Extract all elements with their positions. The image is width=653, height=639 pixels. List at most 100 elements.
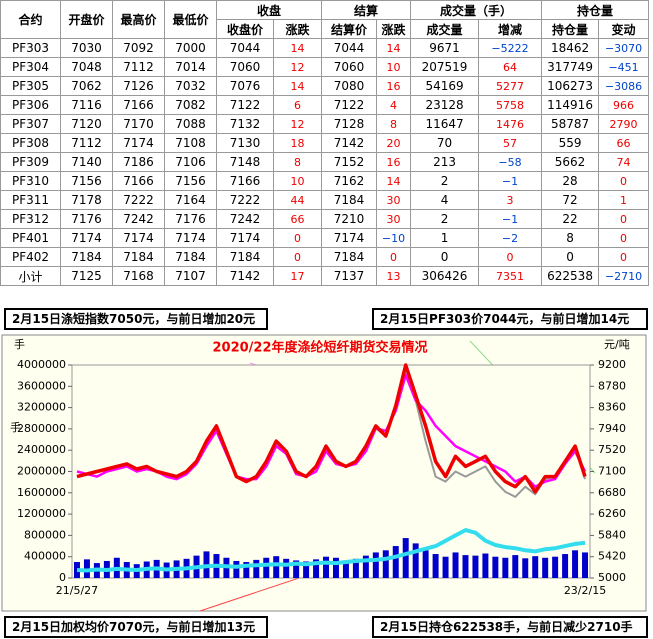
table-cell: −10 <box>376 228 412 248</box>
table-cell: 7122 <box>216 95 274 115</box>
table-cell: 7162 <box>321 171 378 191</box>
y-tick-label: 1600000 <box>17 486 66 499</box>
table-cell: 7032 <box>164 76 217 96</box>
bar <box>542 557 549 578</box>
table-cell: 4 <box>376 95 412 115</box>
table-cell: −5222 <box>478 38 543 58</box>
table-cell: 7107 <box>164 266 217 286</box>
table-cell: 收盘 <box>215 0 323 20</box>
table-cell: 13 <box>376 266 412 286</box>
table-cell: 7184 <box>216 247 274 267</box>
bar <box>392 546 399 578</box>
table-cell: PF307 <box>0 114 61 134</box>
y2-tick-label: 8780 <box>598 379 626 392</box>
bar <box>233 560 240 578</box>
y-tick-label: 3600000 <box>17 379 66 392</box>
table-cell: PF306 <box>0 95 61 115</box>
table-cell: 7092 <box>112 38 165 58</box>
bar <box>582 552 589 578</box>
table-cell: 7112 <box>112 57 165 77</box>
table-cell: 4 <box>410 190 480 210</box>
note: 2月15日加权均价7070元，与前日增加13元 <box>4 616 268 638</box>
table-cell: 207519 <box>410 57 480 77</box>
table-cell: 7112 <box>60 133 113 153</box>
table-cell: 66 <box>272 209 323 229</box>
table-cell: 70 <box>410 133 480 153</box>
table-cell: 7014 <box>164 57 217 77</box>
table-cell: 7174 <box>164 228 217 248</box>
table-cell: 7242 <box>112 209 165 229</box>
table-cell: PF311 <box>0 190 61 210</box>
y2-tick-label: 7100 <box>598 465 626 478</box>
table-cell: 变动 <box>598 19 650 39</box>
table-cell: 7166 <box>112 95 165 115</box>
table-cell: PF312 <box>0 209 61 229</box>
table-cell: PF304 <box>0 57 61 77</box>
bar <box>313 559 320 578</box>
table-cell: 0 <box>272 247 323 267</box>
table-cell: 74 <box>598 152 650 172</box>
y2-tick-label: 9200 <box>598 358 626 371</box>
table-cell: 涨跌 <box>272 19 323 39</box>
table-cell: 9671 <box>410 38 480 58</box>
table-cell: 7170 <box>112 114 165 134</box>
table-cell: 7222 <box>216 190 274 210</box>
table-cell: 收盘价 <box>216 19 274 39</box>
bar <box>462 555 469 578</box>
table-cell: −2 <box>478 228 543 248</box>
table-cell: 合约 <box>0 0 61 39</box>
table-cell: 317749 <box>541 57 600 77</box>
table-cell: 7184 <box>60 247 113 267</box>
table-cell: 7164 <box>164 190 217 210</box>
table-cell: 持仓量 <box>541 19 600 39</box>
table-cell: 7080 <box>321 76 378 96</box>
table-cell: 3 <box>478 190 543 210</box>
table-cell: 7122 <box>321 95 378 115</box>
bar <box>532 556 539 578</box>
x-tick-label: 21/5/27 <box>56 584 98 597</box>
table-cell: 23128 <box>410 95 480 115</box>
table-cell: 18 <box>272 133 323 153</box>
bar <box>552 556 559 578</box>
table-cell: 7174 <box>60 228 113 248</box>
table-cell: 114916 <box>541 95 600 115</box>
table-cell: 涨跌 <box>376 19 412 39</box>
table-cell: 2 <box>410 209 480 229</box>
table-cell: 最低价 <box>164 0 217 39</box>
table-cell: 7156 <box>164 171 217 191</box>
table-cell: 106273 <box>541 76 600 96</box>
table-cell: 14 <box>376 171 412 191</box>
y2-tick-label: 7940 <box>598 422 626 435</box>
bar <box>512 555 519 578</box>
line <box>76 528 586 573</box>
y2-tick-label: 6680 <box>598 486 626 499</box>
bar <box>452 552 459 578</box>
table-cell: 14 <box>376 38 412 58</box>
table-cell: 14 <box>272 38 323 58</box>
bar <box>562 554 569 578</box>
table-cell: PF308 <box>0 133 61 153</box>
note: 2月15日涤短指数7050元，与前日增加20元 <box>4 308 268 330</box>
bar <box>492 556 499 578</box>
table-cell: 0 <box>272 228 323 248</box>
table-cell: 22 <box>541 209 600 229</box>
table-cell: 14 <box>272 76 323 96</box>
y2-tick-label: 8360 <box>598 401 626 414</box>
table-cell: 20 <box>376 133 412 153</box>
table-cell: 5277 <box>478 76 543 96</box>
table-cell: 10 <box>272 171 323 191</box>
table-cell: 7178 <box>60 190 113 210</box>
table-cell: 7130 <box>216 133 274 153</box>
table-cell: 2790 <box>598 114 650 134</box>
table-cell: 7062 <box>60 76 113 96</box>
bar <box>372 552 379 578</box>
table-cell: 7076 <box>216 76 274 96</box>
table-cell: 增减 <box>478 19 543 39</box>
table-cell: 开盘价 <box>60 0 113 39</box>
table-cell: 7176 <box>60 209 113 229</box>
table-cell: 0 <box>376 247 412 267</box>
table-cell: 0 <box>598 171 650 191</box>
data-table: 合约 开盘价 最高价 最低价 收盘 结算 成交量（手） 持仓量 收盘价 涨跌 结算价 涨跌 成交量 增减持… <box>0 0 650 286</box>
table-cell: 0 <box>478 247 543 267</box>
y2-tick-label: 5420 <box>598 550 626 563</box>
